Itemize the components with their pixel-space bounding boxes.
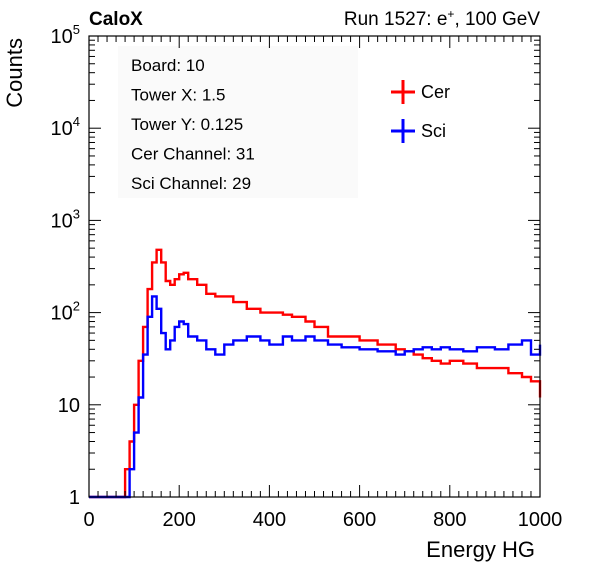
info-line: Board: 10 — [131, 56, 205, 75]
info-line: Sci Channel: 29 — [131, 174, 251, 193]
x-tick-label: 600 — [343, 509, 376, 531]
info-line: Tower Y: 0.125 — [131, 115, 243, 134]
x-tick-label: 200 — [163, 509, 196, 531]
info-line: Cer Channel: 31 — [131, 145, 255, 164]
legend: Cer Sci — [391, 80, 450, 143]
header-title: CaloX — [89, 9, 143, 30]
y-tick-label: 104 — [51, 114, 80, 140]
y-tick-label: 102 — [51, 299, 80, 325]
x-axis-ticks: 0 200 400 600 800 1000 — [83, 36, 562, 531]
y-tick-label: 1 — [69, 487, 80, 509]
x-tick-label: 400 — [253, 509, 286, 531]
series-line-cer — [89, 248, 542, 499]
y-tick-label: 10 — [58, 395, 80, 417]
y-tick-label: 103 — [51, 206, 80, 232]
y-axis-title: Counts — [2, 38, 27, 108]
legend-label: Cer — [421, 82, 450, 102]
legend-label: Sci — [421, 121, 446, 141]
y-axis-ticks: 1 10 102 103 104 105 — [51, 22, 540, 509]
series-line-sci — [89, 295, 542, 499]
series-layer — [89, 248, 542, 499]
x-tick-label: 1000 — [518, 509, 563, 531]
x-tick-label: 800 — [433, 509, 466, 531]
info-line: Tower X: 1.5 — [131, 86, 226, 105]
x-axis-title: Energy HG — [426, 537, 535, 562]
header-run: Run 1527: e+, 100 GeV — [344, 7, 540, 30]
info-box — [118, 46, 358, 198]
info-box-lines: Board: 10 Tower X: 1.5 Tower Y: 0.125 Cer C… — [131, 56, 255, 193]
x-tick-label: 0 — [83, 509, 94, 531]
y-tick-label: 105 — [51, 22, 80, 48]
